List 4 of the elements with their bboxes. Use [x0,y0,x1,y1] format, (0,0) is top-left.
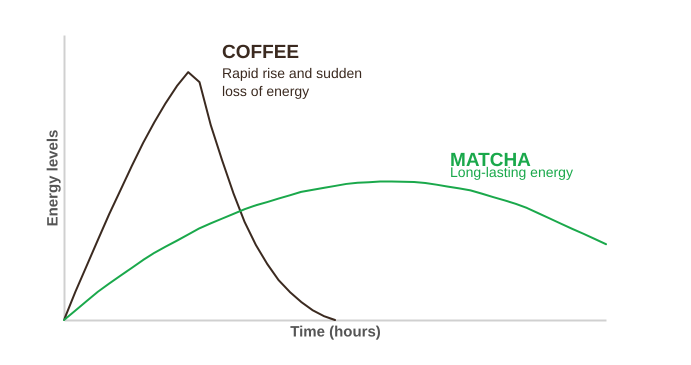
y-axis-title: Energy levels [44,130,62,226]
annotation: Rapid rise and sudden loss of energy [222,65,362,99]
x-axis-title: Time (hours) [290,324,381,340]
series-label: COFFEE [222,42,300,63]
